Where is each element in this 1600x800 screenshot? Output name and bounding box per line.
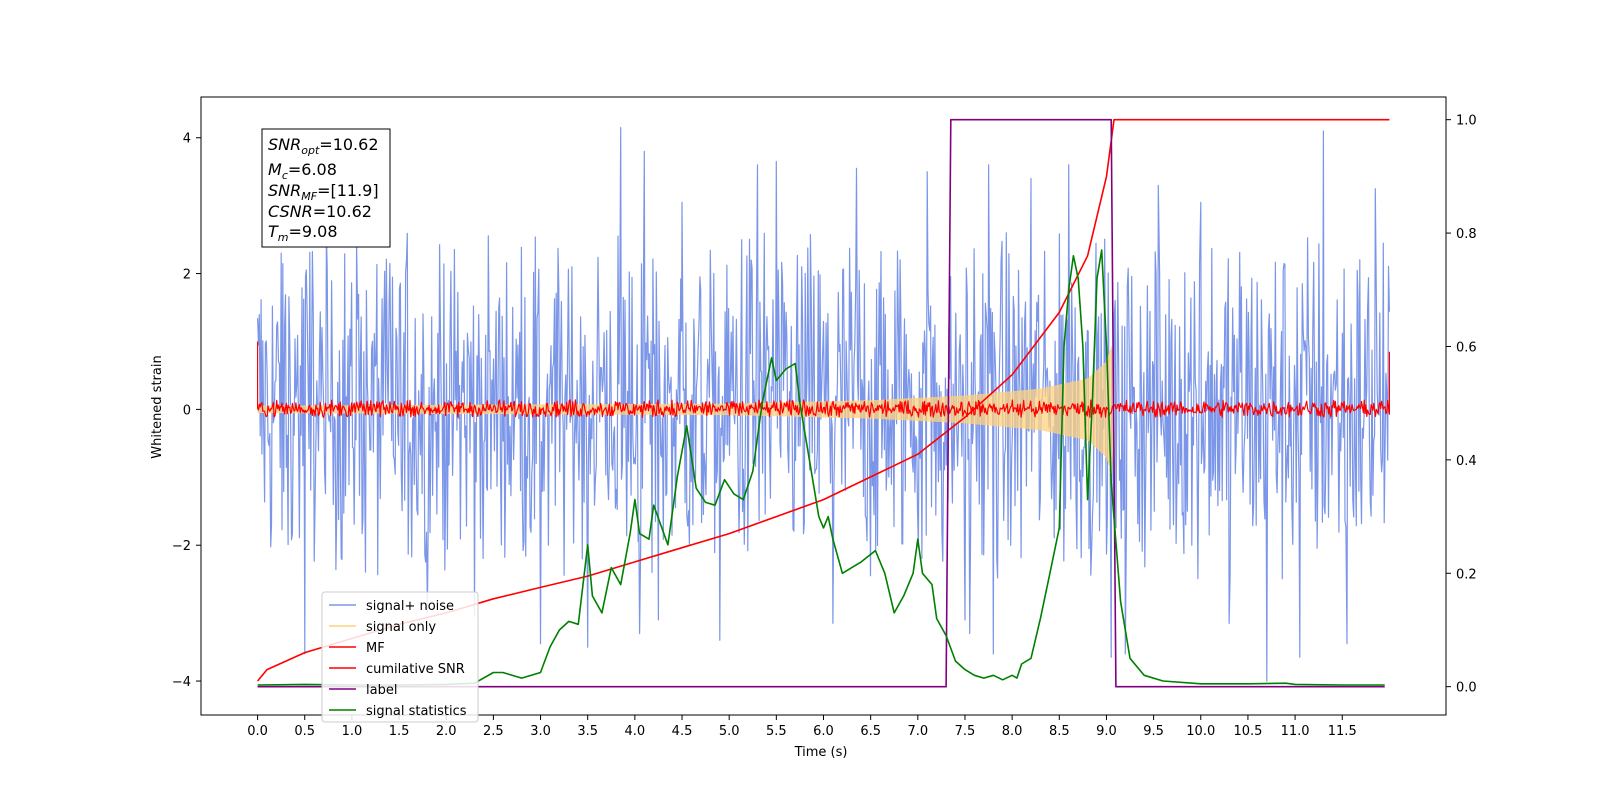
y-tick-label: 2 — [183, 268, 191, 283]
legend: signal+ noise signal only MF cumilative SNR… — [321, 591, 479, 723]
legend-label: signal only — [366, 620, 436, 635]
y2-tick-label: 0.0 — [1456, 681, 1477, 696]
x-axis-label: Time (s) — [794, 745, 848, 760]
legend-frame — [321, 591, 479, 723]
x-tick-label: 1.0 — [342, 724, 363, 739]
series-line-5 — [257, 249, 1385, 686]
x-tick-label: 9.5 — [1143, 724, 1164, 739]
legend-label: MF — [366, 641, 385, 656]
series-line-4 — [257, 118, 1385, 688]
info-tm: Tm=9.08 — [268, 222, 338, 244]
y2-tick-label: 0.6 — [1456, 340, 1477, 355]
info-mc: Mc=6.08 — [268, 160, 337, 182]
x-tick-label: 3.0 — [530, 724, 551, 739]
x-tick-label: 1.5 — [389, 724, 410, 739]
series-line-2 — [257, 341, 1390, 419]
y-axis-right: 0.0 0.2 0.4 0.6 0.8 1.0 — [1446, 114, 1477, 696]
legend-label: label — [366, 683, 397, 698]
x-tick-label: 8.5 — [1049, 724, 1070, 739]
x-tick-label: 3.5 — [577, 724, 598, 739]
y-axis-left: −4 −2 0 2 4 — [172, 132, 201, 690]
x-tick-label: 9.0 — [1096, 724, 1117, 739]
y-tick-label: 4 — [183, 132, 191, 147]
x-tick-label: 2.0 — [436, 724, 457, 739]
info-snr-opt: SNRopt=10.62 — [268, 135, 379, 157]
y2-tick-label: 0.8 — [1456, 227, 1477, 242]
y-tick-label: 0 — [183, 403, 191, 418]
x-tick-label: 10.0 — [1186, 724, 1215, 739]
x-tick-label: 7.0 — [907, 724, 928, 739]
x-tick-label: 5.5 — [766, 724, 787, 739]
x-tick-label: 10.5 — [1233, 724, 1262, 739]
y-tick-label: −4 — [172, 675, 191, 690]
x-tick-label: 0.5 — [294, 724, 315, 739]
x-tick-label: 0.0 — [247, 724, 268, 739]
x-tick-label: 8.0 — [1002, 724, 1023, 739]
x-tick-label: 6.5 — [860, 724, 881, 739]
info-box-frame — [261, 128, 391, 248]
x-tick-label: 11.5 — [1328, 724, 1357, 739]
x-tick-label: 11.0 — [1281, 724, 1310, 739]
x-tick-label: 4.5 — [672, 724, 693, 739]
info-snr-mf: SNRMF=[11.9] — [268, 181, 379, 203]
legend-label: cumilative SNR — [366, 662, 465, 677]
info-box: SNRopt=10.62 Mc=6.08 SNRMF=[11.9] CSNR=1… — [261, 128, 391, 248]
x-tick-label: 5.0 — [719, 724, 740, 739]
y2-tick-label: 0.2 — [1456, 567, 1477, 582]
x-tick-label: 2.5 — [483, 724, 504, 739]
x-tick-label: 4.0 — [625, 724, 646, 739]
info-csnr: CSNR=10.62 — [268, 202, 372, 221]
x-axis: 0.0 0.5 1.0 1.5 2.0 2.5 3.0 3.5 4.0 4.5 5.0 5.5 6.0 6… — [247, 715, 1357, 739]
y-tick-label: −2 — [172, 539, 191, 554]
legend-label: signal statistics — [366, 704, 467, 719]
y2-tick-label: 1.0 — [1456, 114, 1477, 129]
y2-tick-label: 0.4 — [1456, 454, 1477, 469]
x-tick-label: 6.0 — [813, 724, 834, 739]
x-tick-label: 7.5 — [955, 724, 976, 739]
legend-label: signal+ noise — [366, 599, 454, 614]
y-axis-label: Whitened strain — [150, 355, 165, 458]
